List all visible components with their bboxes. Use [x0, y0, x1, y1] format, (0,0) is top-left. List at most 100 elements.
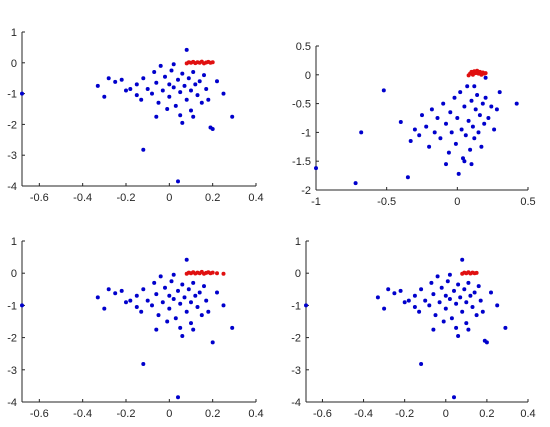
data-point: [154, 114, 159, 119]
data-point: [210, 60, 215, 65]
data-point: [113, 79, 118, 84]
data-point: [202, 284, 206, 289]
data-point: [134, 93, 139, 98]
data-point: [447, 272, 452, 277]
data-point: [124, 88, 128, 93]
data-point: [169, 279, 174, 284]
data-point: [206, 97, 211, 102]
data-point: [184, 309, 189, 314]
data-point: [191, 327, 196, 332]
data-point: [152, 70, 157, 74]
data-point: [482, 121, 487, 126]
x-tick-label: -0.2: [395, 408, 414, 420]
data-point: [441, 319, 446, 324]
data-point: [167, 306, 172, 311]
data-point: [154, 80, 159, 85]
series-blue-points: [304, 257, 508, 400]
x-tick-label: 0: [166, 192, 172, 204]
data-point: [452, 288, 456, 293]
y-tick-label: -4: [291, 397, 301, 409]
data-point: [191, 280, 196, 285]
data-point: [472, 84, 477, 89]
data-point: [468, 147, 473, 152]
data-point: [514, 101, 519, 106]
data-point: [359, 130, 364, 135]
data-point: [353, 181, 358, 186]
series-red-points: [466, 68, 488, 78]
data-point: [470, 305, 475, 309]
data-point: [489, 290, 493, 295]
data-point: [145, 298, 150, 303]
data-point: [186, 287, 191, 292]
data-point: [456, 171, 461, 176]
data-point: [480, 101, 485, 106]
data-point: [484, 340, 489, 345]
data-point: [178, 301, 183, 306]
data-point: [444, 162, 448, 167]
data-point: [459, 127, 464, 132]
data-point: [154, 292, 159, 297]
data-point: [167, 293, 172, 298]
data-point: [435, 116, 440, 120]
data-point: [150, 91, 154, 96]
data-point: [479, 144, 484, 149]
data-point: [197, 290, 202, 295]
y-tick-label: -1: [7, 300, 17, 312]
data-point: [215, 271, 219, 276]
x-tick-label: 0.4: [248, 408, 263, 420]
data-point: [419, 287, 424, 292]
data-point: [427, 144, 432, 149]
data-point: [141, 362, 146, 366]
data-point: [163, 74, 167, 79]
data-point: [476, 130, 481, 135]
data-point: [95, 83, 100, 88]
data-point: [141, 287, 146, 292]
data-point: [165, 107, 170, 111]
data-point: [443, 293, 448, 298]
data-point: [466, 280, 471, 285]
data-point: [486, 116, 491, 120]
data-point: [171, 297, 176, 301]
data-point: [431, 292, 436, 297]
y-tick-label: 0: [11, 268, 17, 280]
data-point: [445, 279, 450, 284]
data-point: [412, 127, 417, 132]
data-point: [466, 327, 471, 332]
y-tick-label: -1.5: [292, 156, 311, 168]
data-point: [189, 321, 193, 326]
data-point: [476, 284, 481, 289]
data-point: [176, 395, 180, 400]
data-point: [152, 280, 157, 285]
data-point: [139, 97, 144, 102]
data-point: [178, 90, 183, 95]
data-point: [180, 282, 185, 287]
data-point: [210, 127, 215, 131]
data-point: [95, 295, 100, 300]
data-point: [178, 113, 183, 118]
data-point: [437, 300, 442, 305]
data-point: [406, 298, 411, 303]
data-point: [429, 107, 434, 112]
data-point: [206, 309, 211, 314]
data-point: [462, 287, 467, 292]
scatter-panel-top-left: -0.6 -0.4 -0.2 0 0.2 0.4 1 0 -1 -2 -3 -4: [7, 27, 263, 204]
data-point: [495, 303, 500, 308]
data-point: [197, 79, 202, 84]
data-point: [469, 162, 474, 167]
data-point: [195, 93, 200, 98]
data-point: [465, 84, 470, 89]
data-point: [420, 113, 424, 118]
x-tick-label: 0: [454, 196, 460, 208]
y-tick-label: -3: [7, 150, 17, 162]
y-tick-label: 0: [11, 58, 17, 70]
x-tick-label: 0.4: [520, 408, 535, 420]
data-point: [230, 114, 235, 119]
data-point: [458, 295, 463, 300]
data-point: [480, 309, 485, 314]
data-point: [462, 104, 467, 109]
data-point: [189, 88, 193, 93]
data-point: [402, 300, 407, 305]
data-point: [431, 327, 436, 332]
data-point: [453, 141, 458, 146]
